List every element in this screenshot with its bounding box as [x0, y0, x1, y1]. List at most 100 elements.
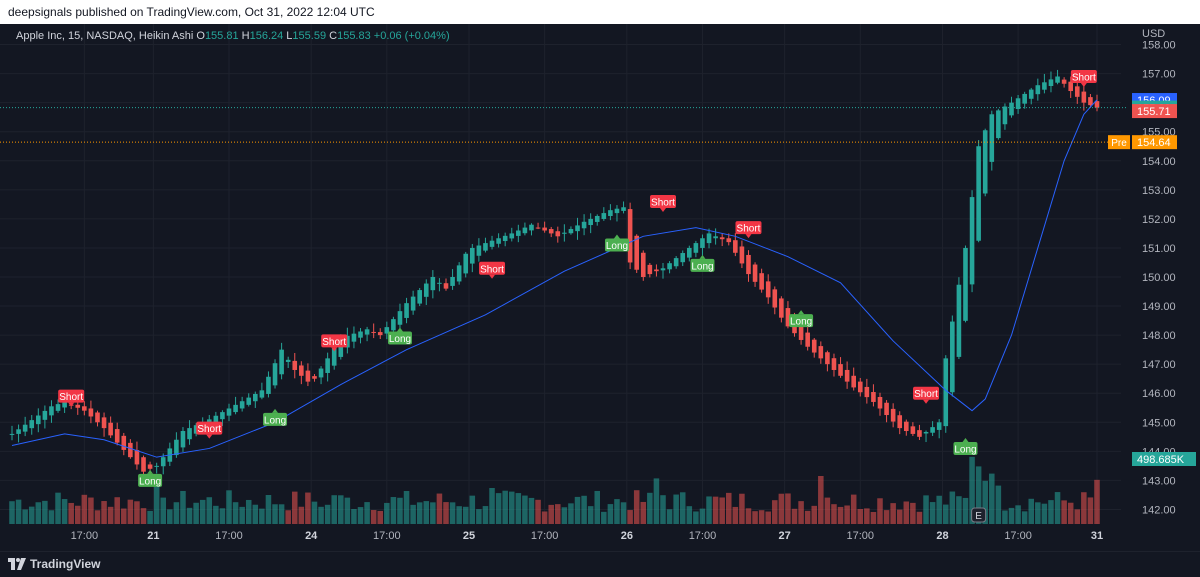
- volume-bar: [752, 511, 758, 524]
- volume-bar: [686, 506, 693, 524]
- candle-body: [345, 335, 350, 348]
- candle-body: [1035, 85, 1041, 95]
- candle-body: [687, 247, 692, 258]
- candle-body: [673, 258, 679, 267]
- signal-label: Long: [954, 444, 976, 455]
- volume-bar: [1087, 497, 1094, 524]
- short-signal[interactable]: Short: [479, 261, 506, 279]
- x-tick-label: 31: [1091, 530, 1103, 542]
- candle-body: [982, 130, 988, 194]
- candle-body: [963, 247, 968, 321]
- volume-bar: [1028, 498, 1035, 524]
- volume-bar: [995, 485, 1002, 524]
- long-signal[interactable]: Long: [263, 408, 288, 427]
- price-label-tag: Pre: [1111, 138, 1127, 149]
- price-label: 155.71: [1132, 104, 1177, 119]
- volume-bar: [219, 508, 226, 524]
- volume-bar: [1074, 509, 1081, 524]
- volume-bar: [239, 506, 245, 524]
- short-signal[interactable]: Short: [735, 221, 762, 239]
- tradingview-logo-icon[interactable]: [8, 558, 26, 570]
- short-signal[interactable]: Short: [650, 194, 676, 212]
- volume-bar: [121, 508, 127, 524]
- long-signal[interactable]: Long: [789, 310, 814, 328]
- candle-body: [114, 429, 120, 443]
- legend-c-label: C: [329, 30, 337, 42]
- volume-bar: [522, 495, 528, 524]
- volume-bar: [140, 508, 147, 524]
- volume-bar: [186, 507, 193, 524]
- volume-bar: [739, 493, 745, 524]
- candle-body: [884, 402, 889, 416]
- candle-body: [299, 365, 304, 376]
- candle-body: [1028, 89, 1034, 99]
- publisher-bar: deepsignals published on TradingView.com…: [0, 0, 1200, 24]
- long-signal[interactable]: Long: [138, 469, 163, 488]
- candle-body: [621, 207, 626, 211]
- x-tick-label: 25: [463, 530, 475, 542]
- volume-bar: [706, 496, 712, 524]
- volume-bar: [55, 492, 61, 524]
- signal-label: Short: [914, 389, 938, 400]
- y-tick-label: 152.00: [1142, 214, 1176, 226]
- candle-body: [634, 235, 639, 270]
- volume-bar: [285, 510, 291, 524]
- candle-body: [174, 439, 179, 456]
- candle-body: [509, 233, 515, 239]
- signal-label: Short: [651, 197, 675, 208]
- candle-body: [489, 240, 495, 247]
- candle-body: [397, 311, 403, 325]
- candle-body: [1022, 93, 1027, 104]
- candle-body: [279, 349, 284, 375]
- volume-bar: [364, 502, 370, 524]
- candle-body: [160, 457, 166, 467]
- volume-bar: [883, 510, 890, 524]
- candle-body: [877, 396, 883, 409]
- volume-bar: [344, 497, 351, 524]
- volume-bar: [298, 506, 305, 524]
- volume-bar: [969, 456, 975, 524]
- volume-bar: [167, 509, 173, 524]
- volume-bar: [785, 493, 791, 524]
- volume-bar: [561, 507, 568, 524]
- volume-bar: [22, 509, 28, 524]
- candle-body: [496, 238, 501, 244]
- candle-body: [831, 358, 837, 370]
- volume-bar: [1041, 503, 1048, 524]
- volume-bar: [370, 510, 377, 524]
- candle-body: [128, 442, 133, 458]
- volume-bar: [587, 506, 594, 524]
- long-signal[interactable]: Long: [690, 254, 715, 273]
- candle-body: [292, 360, 298, 370]
- candle-body: [733, 240, 738, 253]
- price-chart[interactable]: 17:00 21 17:00 24 17:00 25 17:00 26 17:00 27 17:00…: [0, 24, 1200, 551]
- long-signal[interactable]: Long: [953, 437, 978, 456]
- short-signal[interactable]: Short: [321, 334, 348, 352]
- long-signal[interactable]: Long: [387, 327, 412, 346]
- volume-bar: [134, 501, 140, 524]
- candle-body: [141, 457, 146, 472]
- candle-body: [147, 464, 153, 469]
- long-signal[interactable]: Long: [604, 234, 629, 253]
- volume-bar: [423, 501, 430, 524]
- volume-bar: [213, 505, 219, 524]
- earnings-marker[interactable]: E: [971, 507, 987, 523]
- short-signal[interactable]: Short: [196, 421, 223, 439]
- y-tick-label: 154.00: [1142, 156, 1176, 168]
- candle-body: [1061, 79, 1067, 84]
- volume-bar: [732, 506, 739, 524]
- volume-bar: [725, 492, 732, 524]
- symbol-legend[interactable]: Apple Inc, 15, NASDAQ, Heikin Ashi O155.…: [16, 30, 450, 42]
- short-signal[interactable]: Short: [913, 386, 940, 404]
- volume-bar: [88, 497, 94, 524]
- short-signal[interactable]: Short: [58, 389, 85, 407]
- short-signal[interactable]: Short: [1070, 69, 1097, 87]
- volume-bar: [949, 491, 956, 524]
- candle-body: [180, 431, 186, 448]
- candle-body: [470, 247, 475, 264]
- volume-bar: [515, 493, 522, 524]
- volume-bar: [430, 502, 436, 524]
- volume-bar: [259, 508, 265, 524]
- volume-bar: [127, 499, 134, 524]
- y-tick-label: 142.00: [1142, 504, 1176, 516]
